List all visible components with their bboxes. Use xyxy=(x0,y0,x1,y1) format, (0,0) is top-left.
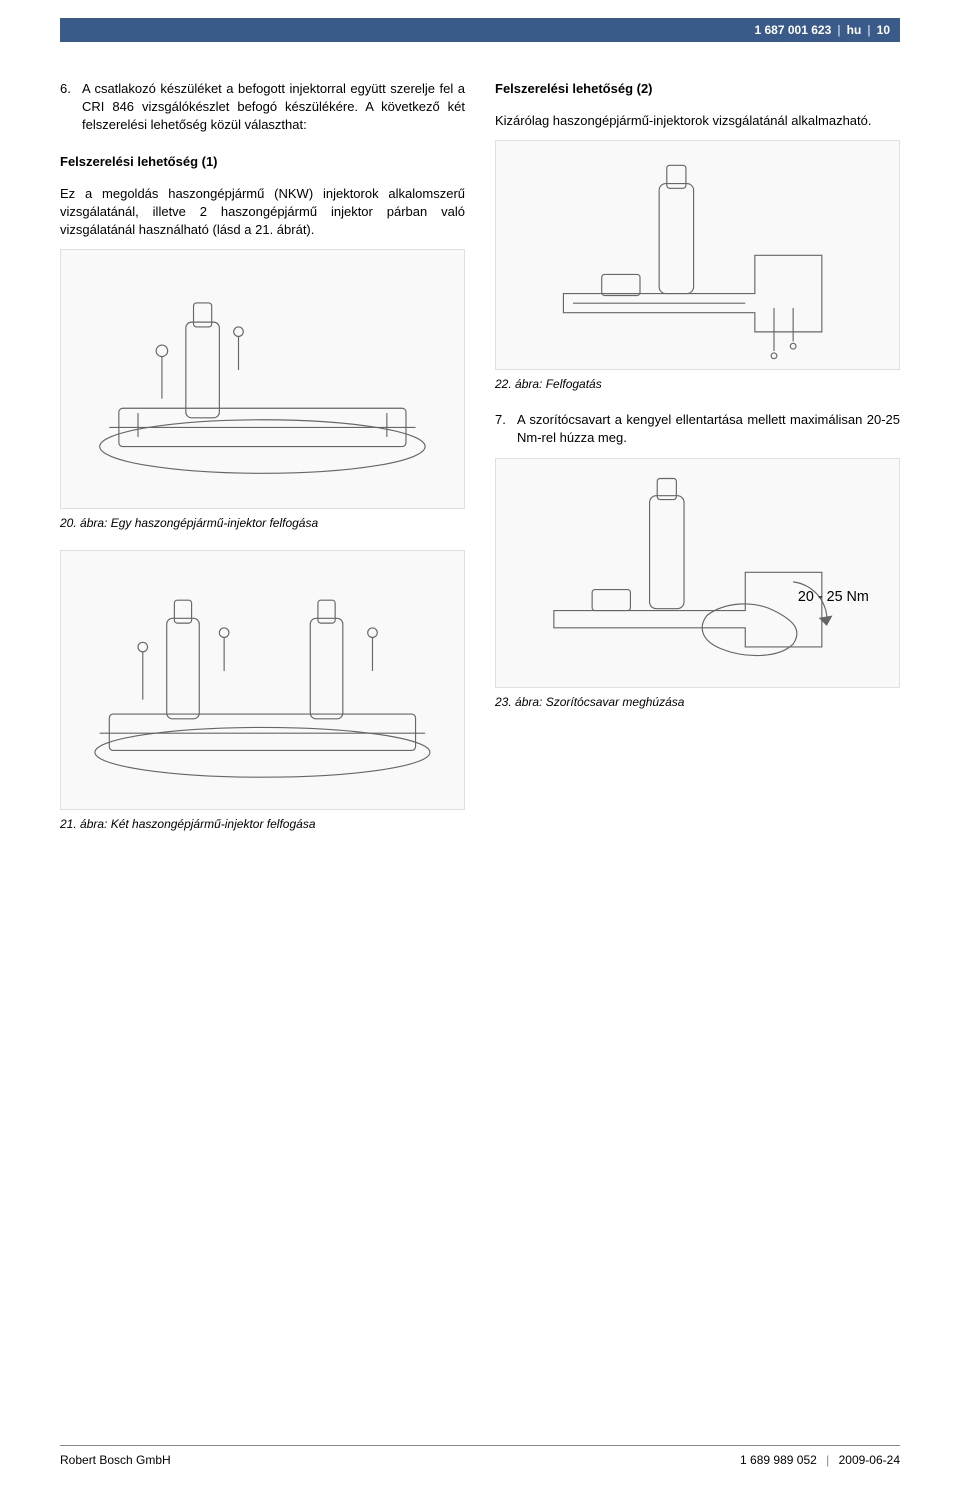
left-column: 6. A csatlakozó készüléket a befogott in… xyxy=(60,80,465,851)
list-num-7: 7. xyxy=(495,411,517,447)
option-2-heading: Felszerelési lehetőség (2) xyxy=(495,80,900,98)
list-item-7: 7. A szorítócsavart a kengyel ellentartá… xyxy=(495,411,900,447)
option-1-heading: Felszerelési lehetőség (1) xyxy=(60,153,465,171)
torque-label: 20 - 25 Nm xyxy=(798,589,869,605)
footer-right: 1 689 989 052 | 2009-06-24 xyxy=(740,1452,900,1469)
footer-company: Robert Bosch GmbH xyxy=(60,1452,171,1469)
figure-20 xyxy=(60,249,465,509)
figure-23: 20 - 25 Nm xyxy=(495,458,900,688)
list-num-6: 6. xyxy=(60,80,82,135)
figure-21-illustration xyxy=(71,558,454,803)
list-text-7: A szorítócsavart a kengyel ellentartása … xyxy=(517,411,900,447)
header-lang: hu xyxy=(847,22,862,39)
header-sep-2: | xyxy=(867,22,870,39)
header-bar: 1 687 001 623 | hu | 10 xyxy=(60,18,900,42)
figure-22-caption: 22. ábra: Felfogatás xyxy=(495,376,900,393)
list-text-6: A csatlakozó készüléket a befogott injek… xyxy=(82,80,465,135)
header-page: 10 xyxy=(877,22,890,39)
figure-20-caption: 20. ábra: Egy haszongépjármű-injektor fe… xyxy=(60,515,465,532)
right-column: Felszerelési lehetőség (2) Kizárólag has… xyxy=(495,80,900,851)
figure-20-illustration xyxy=(71,257,454,502)
footer-sep: | xyxy=(826,1453,829,1467)
header-sep-1: | xyxy=(837,22,840,39)
footer-doc-number: 1 689 989 052 xyxy=(740,1453,817,1467)
list-item-6: 6. A csatlakozó készüléket a befogott in… xyxy=(60,80,465,135)
footer: Robert Bosch GmbH 1 689 989 052 | 2009-0… xyxy=(60,1445,900,1469)
figure-23-illustration: 20 - 25 Nm xyxy=(506,464,889,681)
option-2-paragraph: Kizárólag haszongépjármű-injektorok vizs… xyxy=(495,112,900,130)
figure-22 xyxy=(495,140,900,370)
content-area: 6. A csatlakozó készüléket a befogott in… xyxy=(60,80,900,1429)
figure-23-caption: 23. ábra: Szorítócsavar meghúzása xyxy=(495,694,900,711)
footer-date: 2009-06-24 xyxy=(839,1453,900,1467)
option-1-paragraph: Ez a megoldás haszongépjármű (NKW) injek… xyxy=(60,185,465,240)
header-doc-number: 1 687 001 623 xyxy=(755,22,832,39)
figure-22-illustration xyxy=(506,147,889,364)
figure-21 xyxy=(60,550,465,810)
figure-21-caption: 21. ábra: Két haszongépjármű-injektor fe… xyxy=(60,816,465,833)
